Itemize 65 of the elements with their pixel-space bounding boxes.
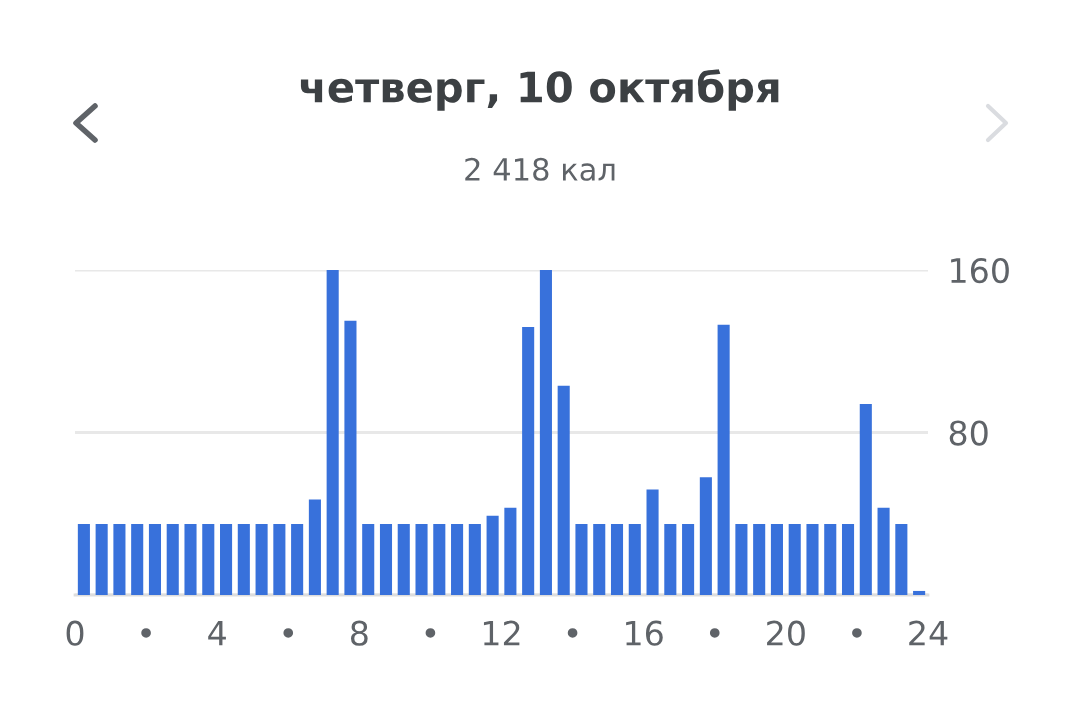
- bar: [824, 523, 837, 595]
- x-tick-label: •: [283, 628, 294, 638]
- bar: [344, 320, 357, 595]
- bar: [593, 523, 606, 595]
- bar: [859, 404, 872, 595]
- x-tick-label: •: [852, 628, 862, 638]
- x-tick-label: 8: [350, 620, 368, 646]
- bar: [628, 523, 641, 595]
- bar: [237, 523, 250, 595]
- bar: [895, 523, 908, 595]
- bar: [148, 523, 162, 595]
- x-tick-label: 4: [208, 621, 226, 646]
- bar: [255, 523, 268, 595]
- x-tick-label: 20: [767, 620, 805, 646]
- bar: [131, 523, 144, 595]
- bar: [166, 523, 179, 595]
- bar: [610, 523, 624, 595]
- chart-subtitle: 2 418 кал: [465, 157, 615, 181]
- bar: [806, 523, 819, 595]
- bar: [291, 523, 304, 595]
- bar: [664, 523, 677, 595]
- y-tick-label: 80: [949, 420, 988, 446]
- bar: [273, 523, 286, 595]
- bar: [379, 523, 393, 595]
- bar: [415, 523, 428, 595]
- x-tick-label: 0: [66, 620, 84, 646]
- x-tick-label: 24: [909, 620, 948, 646]
- bar: [95, 523, 108, 595]
- bar: [699, 477, 712, 595]
- bar: [308, 499, 321, 595]
- bar: [522, 326, 535, 595]
- x-tick-label: 12: [483, 620, 520, 646]
- bar: [717, 324, 730, 595]
- x-tick-label: 16: [626, 620, 663, 646]
- y-tick-label: 160: [951, 257, 1009, 284]
- bar: [877, 507, 890, 595]
- bar: [468, 523, 481, 595]
- bar: [788, 523, 801, 595]
- x-tick-label: •: [567, 628, 578, 638]
- bar: [362, 523, 375, 595]
- bar: [575, 523, 588, 595]
- bar: [770, 523, 783, 595]
- chart-title: четверг, 10 октября: [300, 69, 779, 111]
- bar: [504, 507, 517, 595]
- bar: [539, 270, 552, 595]
- bar: [77, 523, 90, 595]
- bar: [397, 523, 410, 595]
- bar: [486, 515, 499, 595]
- bar: [451, 523, 464, 595]
- bar: [735, 523, 748, 595]
- bar: [326, 270, 339, 595]
- x-tick-label: •: [709, 628, 720, 638]
- bar: [753, 523, 766, 595]
- bar: [184, 523, 197, 595]
- x-tick-label: •: [141, 628, 151, 638]
- bar: [913, 590, 926, 595]
- bar: [220, 523, 233, 595]
- bar: [202, 523, 215, 595]
- bar: [646, 489, 659, 595]
- bar: [841, 523, 855, 595]
- bar: [113, 523, 126, 595]
- x-tick-label: •: [425, 628, 436, 638]
- bar: [682, 523, 695, 595]
- bar: [557, 385, 570, 595]
- bar: [433, 523, 446, 595]
